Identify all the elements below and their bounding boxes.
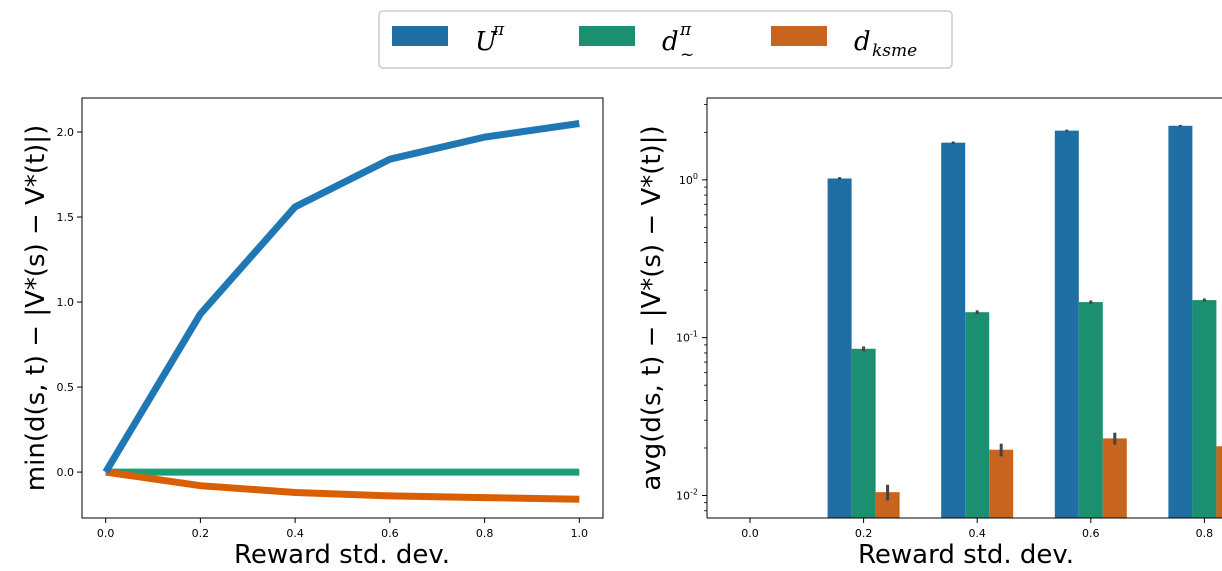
left-y-axis-label: min(d(s, t) − |V*(s) − V*(t)|): [21, 125, 51, 491]
bar: [827, 178, 852, 518]
left-x-tick-label: 0.8: [476, 527, 494, 540]
legend-label-sup: π: [492, 20, 505, 40]
right-x-tick-label: 0.8: [1196, 527, 1214, 540]
right-x-tick-label: 0.6: [1082, 527, 1100, 540]
left-y-tick-label: 1.5: [57, 211, 75, 224]
legend: Uπ d π~ d ksme: [378, 10, 953, 69]
left-x-tick-label: 0.4: [286, 527, 304, 540]
legend-entry: d π ~: [579, 20, 694, 65]
bar: [851, 348, 876, 518]
left-x-tick-label: 0.6: [381, 527, 399, 540]
right-y-tick-label: 10-1: [676, 330, 698, 345]
legend-swatch: [579, 26, 635, 46]
right-x-tick-label: 0.4: [968, 527, 986, 540]
right-y-tick-label: 100: [679, 172, 698, 187]
right-x-tick-label: 0.0: [741, 527, 759, 540]
legend-entry: Uπ: [392, 20, 505, 57]
left-line-chart: 0.0 0.2 0.4 0.6 0.8 1.0 0.0 0.5 1.0 1.5 2.0 Reward…: [21, 97, 604, 570]
bar: [1216, 446, 1222, 518]
legend-swatch: [392, 26, 448, 46]
left-series-line: [102, 120, 580, 474]
bar: [941, 142, 966, 518]
left-series-line: [105, 468, 580, 503]
bar: [1168, 125, 1193, 519]
bar: [1192, 300, 1217, 518]
left-x-tick-label: 1.0: [571, 527, 589, 540]
legend-label: U: [475, 27, 498, 57]
legend-frame: [378, 10, 953, 69]
right-x-tick-label: 0.2: [855, 527, 873, 540]
bar: [1054, 130, 1079, 518]
left-axes-frame: [81, 97, 604, 519]
legend-label-sub: ksme: [872, 41, 917, 61]
left-x-tick-label: 0.2: [192, 527, 210, 540]
legend-label-sub: ~: [680, 45, 694, 65]
right-y-axis-label: avg(d(s, t) − |V*(s) − V*(t)|): [637, 125, 667, 490]
legend-label-sup: π: [679, 20, 692, 40]
left-y-tick-label: 0.5: [57, 381, 75, 394]
right-x-axis-label: Reward std. dev.: [858, 540, 1074, 570]
bar: [1102, 438, 1127, 518]
legend-label: d: [662, 27, 679, 57]
bar: [989, 449, 1014, 518]
left-x-tick-label: 0.0: [97, 527, 115, 540]
left-y-tick-label: 1.0: [57, 296, 75, 309]
legend-entry: d ksme: [771, 26, 917, 61]
legend-swatch: [771, 26, 827, 46]
bar: [1078, 302, 1103, 518]
left-y-tick-label: 0.0: [57, 466, 75, 479]
left-y-tick-label: 2.0: [57, 126, 75, 139]
bar: [965, 312, 990, 518]
left-x-axis-label: Reward std. dev.: [234, 540, 450, 570]
right-y-tick-label: 10-2: [676, 487, 698, 502]
legend-label: d: [854, 27, 871, 57]
